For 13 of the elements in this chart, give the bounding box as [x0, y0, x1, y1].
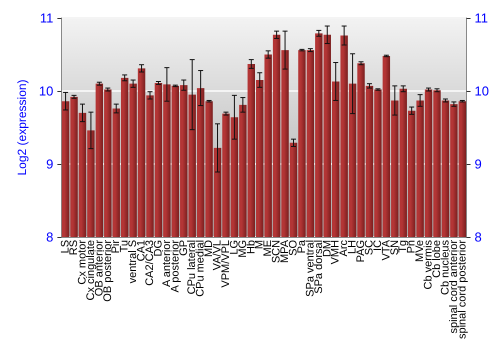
x-tick-label: spinal cord posterior	[456, 240, 468, 340]
x-tick-label: A posterior	[169, 240, 182, 293]
y2-tick-label: 8	[474, 229, 482, 244]
y-tick-label: 10	[38, 83, 54, 98]
y2-tick-label: 10	[474, 83, 490, 98]
x-tick-label: Tg	[397, 240, 410, 253]
x-tick-label: OB posterior	[102, 240, 114, 302]
y-tick-label: 8	[46, 229, 54, 244]
y-axis-title: Log2 (expression)	[15, 79, 29, 176]
y2-tick-label: 9	[474, 156, 482, 172]
y-tick-label: 11	[40, 10, 54, 26]
y-tick-label: 9	[46, 156, 54, 172]
y2-tick-label: 11	[474, 10, 488, 26]
